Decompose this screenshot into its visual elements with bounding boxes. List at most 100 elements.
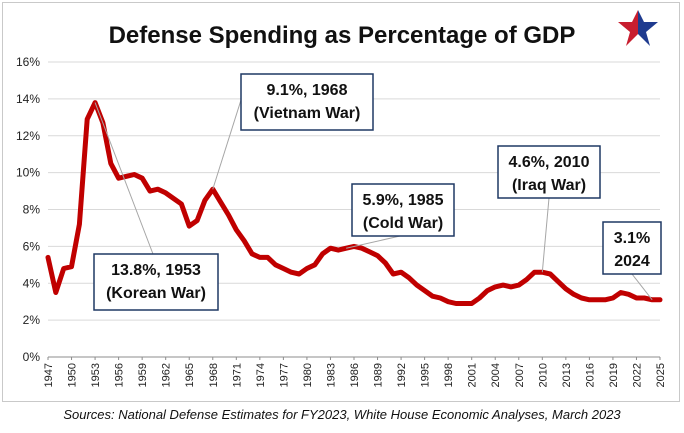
x-tick-label: 1965 <box>184 363 196 387</box>
data-point <box>195 219 199 222</box>
data-point <box>274 263 277 267</box>
y-tick-label: 16% <box>16 55 40 69</box>
x-tick-label: 1962 <box>161 363 173 387</box>
data-point <box>486 289 489 292</box>
x-tick-label: 2013 <box>561 363 573 387</box>
data-point <box>250 252 254 255</box>
x-tick-label: 1995 <box>420 363 432 387</box>
data-point <box>494 285 497 289</box>
data-point <box>392 272 395 276</box>
data-point <box>384 261 387 265</box>
data-point <box>564 287 568 290</box>
x-tick-label: 2010 <box>537 363 549 387</box>
data-point <box>588 298 591 302</box>
callout-leader <box>212 99 242 190</box>
data-point <box>188 224 191 228</box>
data-point <box>556 280 560 283</box>
data-point <box>148 189 152 193</box>
x-tick-label: 1989 <box>373 363 385 387</box>
data-point <box>86 117 89 121</box>
x-tick-label: 2001 <box>467 363 479 387</box>
data-point <box>266 256 269 259</box>
data-point <box>603 298 607 302</box>
data-point <box>415 283 418 287</box>
data-point <box>156 188 160 191</box>
data-point <box>596 298 599 302</box>
data-point <box>180 202 183 206</box>
data-point <box>140 176 144 180</box>
x-tick-label: 1977 <box>278 363 290 387</box>
data-point <box>525 278 528 281</box>
callout-leader <box>631 273 653 301</box>
data-point <box>533 270 536 274</box>
data-point <box>635 296 638 300</box>
data-point <box>297 272 301 276</box>
data-point <box>619 291 622 294</box>
callout-value: 4.6%, 2010 <box>509 154 590 171</box>
data-point <box>172 197 175 200</box>
x-tick-label: 1983 <box>325 363 337 387</box>
data-point <box>203 199 207 202</box>
data-point <box>242 239 246 243</box>
data-point <box>572 293 575 296</box>
callout-box <box>497 145 601 199</box>
data-point <box>54 291 58 294</box>
callout-leader <box>541 197 550 273</box>
data-point <box>235 228 238 231</box>
data-point <box>329 247 332 250</box>
x-tick-label: 2007 <box>514 363 526 387</box>
data-point <box>46 256 50 259</box>
callout-label: (Iraq War) <box>512 177 586 194</box>
x-tick-label: 1947 <box>43 363 55 387</box>
x-tick-label: 1986 <box>349 363 361 387</box>
data-point <box>611 296 615 300</box>
callout-box <box>351 183 455 237</box>
data-point <box>431 294 434 298</box>
x-tick-label: 1992 <box>396 363 408 387</box>
data-point <box>368 250 371 254</box>
y-tick-label: 14% <box>16 92 40 106</box>
data-point <box>548 272 552 276</box>
data-point <box>337 248 340 252</box>
data-point <box>627 293 630 296</box>
data-point <box>290 270 293 274</box>
data-point <box>446 300 450 303</box>
x-tick-label: 1956 <box>114 363 126 387</box>
x-tick-label: 1974 <box>255 363 267 387</box>
data-point <box>258 256 262 259</box>
x-tick-label: 1950 <box>67 363 79 387</box>
callout-leader <box>94 102 154 255</box>
data-point <box>376 254 379 257</box>
x-tick-label: 1959 <box>137 363 149 387</box>
data-point <box>78 223 81 226</box>
data-point <box>580 296 583 300</box>
callout-value: 9.1%, 1968 <box>267 82 348 99</box>
data-point <box>643 296 646 300</box>
data-point <box>462 302 466 305</box>
data-point <box>439 296 442 300</box>
x-tick-label: 2022 <box>631 363 643 387</box>
callout-box <box>602 221 662 275</box>
chart-title: Defense Spending as Percentage of GDP <box>108 22 576 49</box>
x-tick-label: 1968 <box>208 363 220 387</box>
data-point <box>470 302 473 305</box>
data-point <box>227 213 230 217</box>
data-point <box>517 283 520 287</box>
x-tick-label: 2004 <box>490 363 502 387</box>
x-tick-label: 2016 <box>584 363 596 387</box>
data-point <box>509 285 513 289</box>
data-point <box>282 267 285 270</box>
chart-frame <box>2 2 680 402</box>
data-point <box>133 173 136 176</box>
y-tick-label: 0% <box>23 350 41 364</box>
data-point <box>109 162 112 165</box>
data-point <box>62 267 65 270</box>
data-point <box>360 247 364 250</box>
x-tick-label: 1980 <box>302 363 314 387</box>
y-tick-label: 6% <box>23 239 41 253</box>
callout-leader <box>346 235 401 249</box>
data-point <box>125 175 128 178</box>
star-logo-icon <box>618 10 658 46</box>
y-tick-label: 2% <box>23 313 41 327</box>
data-point <box>423 289 426 292</box>
